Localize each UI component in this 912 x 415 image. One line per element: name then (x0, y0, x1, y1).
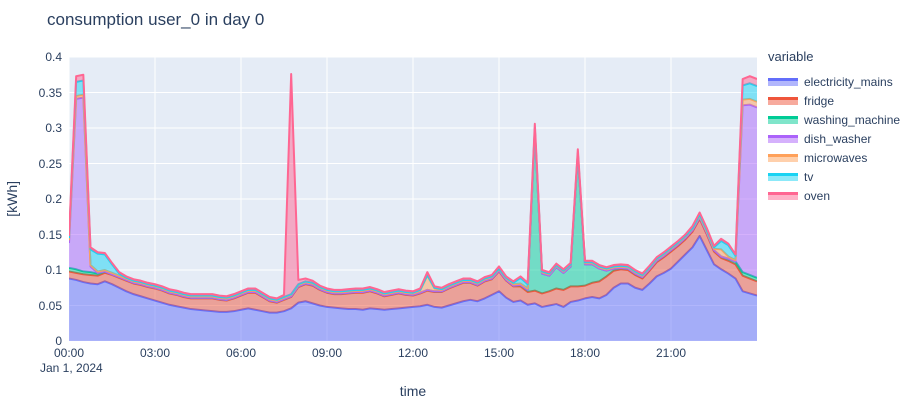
x-tick-label: 03:00 (139, 346, 171, 360)
x-tick-label: 18:00 (569, 346, 601, 360)
y-tick-label: 0.4 (45, 50, 62, 64)
legend-swatch-fridge (768, 96, 798, 105)
x-tick-label: 06:00 (225, 346, 257, 360)
legend-swatch-fill (768, 175, 798, 181)
legend-swatch-fill (768, 80, 798, 86)
legend-swatch-line (768, 77, 798, 81)
legend-item-label: washing_machine (804, 112, 901, 127)
legend-item-label: microwaves (804, 150, 868, 165)
legend-swatch-line (768, 115, 798, 119)
legend-swatch-fill (768, 137, 798, 143)
stacked-area-chart[interactable] (69, 57, 757, 341)
area-fill-electricity_mains (69, 235, 757, 341)
legend-swatch-line (768, 153, 798, 157)
legend-swatch-oven (768, 191, 798, 200)
x-tick-label: 12:00 (397, 346, 429, 360)
legend-swatch-fill (768, 194, 798, 200)
legend-swatch-line (768, 134, 798, 138)
legend-swatch-line (768, 96, 798, 100)
x-tick-label: 21:00 (655, 346, 687, 360)
legend-swatch-tv (768, 172, 798, 181)
x-axis-date-label: Jan 1, 2024 (40, 361, 103, 375)
area-line-oven (69, 73, 757, 300)
legend-item-label: tv (804, 169, 814, 184)
legend-swatch-fill (768, 118, 798, 124)
y-tick-label: 0.25 (38, 156, 62, 171)
x-tick-label: 15:00 (483, 346, 515, 360)
area-fill-fridge (69, 218, 757, 313)
x-tick-label: 00:00 (53, 346, 85, 360)
legend-swatch-fill (768, 99, 798, 105)
legend-item-microwaves[interactable]: microwaves (768, 148, 910, 167)
legend-item-washing_machine[interactable]: washing_machine (768, 110, 910, 129)
legend-item-label: electricity_mains (804, 74, 893, 89)
plot-area[interactable] (69, 57, 757, 341)
legend-swatch-dish_washer (768, 134, 798, 143)
y-tick-label: 0.1 (45, 263, 62, 277)
legend-item-tv[interactable]: tv (768, 167, 910, 186)
y-tick-label: 0.15 (38, 227, 62, 242)
legend-swatch-washing_machine (768, 115, 798, 124)
legend-item-dish_washer[interactable]: dish_washer (768, 129, 910, 148)
y-tick-label: 0.3 (45, 121, 62, 135)
legend-swatch-line (768, 172, 798, 176)
x-axis-title: time (399, 383, 427, 399)
legend-item-oven[interactable]: oven (768, 186, 910, 205)
legend-item-label: oven (804, 188, 831, 203)
legend-title: variable (768, 49, 814, 64)
legend-item-label: fridge (804, 93, 835, 108)
legend-item-electricity_mains[interactable]: electricity_mains (768, 72, 910, 91)
y-tick-label: 0.2 (45, 192, 62, 206)
chart-title: consumption user_0 in day 0 (47, 10, 265, 29)
legend-swatch-line (768, 191, 798, 195)
y-tick-label: 0.05 (38, 298, 62, 313)
y-tick-label: 0.35 (38, 85, 62, 100)
legend-swatch-microwaves (768, 153, 798, 162)
legend-swatch-electricity_mains (768, 77, 798, 86)
legend-swatch-fill (768, 156, 798, 162)
y-axis-title: [kWh] (4, 181, 20, 217)
y-tick-label: 0 (55, 334, 62, 348)
legend-item-label: dish_washer (804, 131, 872, 146)
x-tick-label: 09:00 (311, 346, 343, 360)
legend-item-fridge[interactable]: fridge (768, 91, 910, 110)
